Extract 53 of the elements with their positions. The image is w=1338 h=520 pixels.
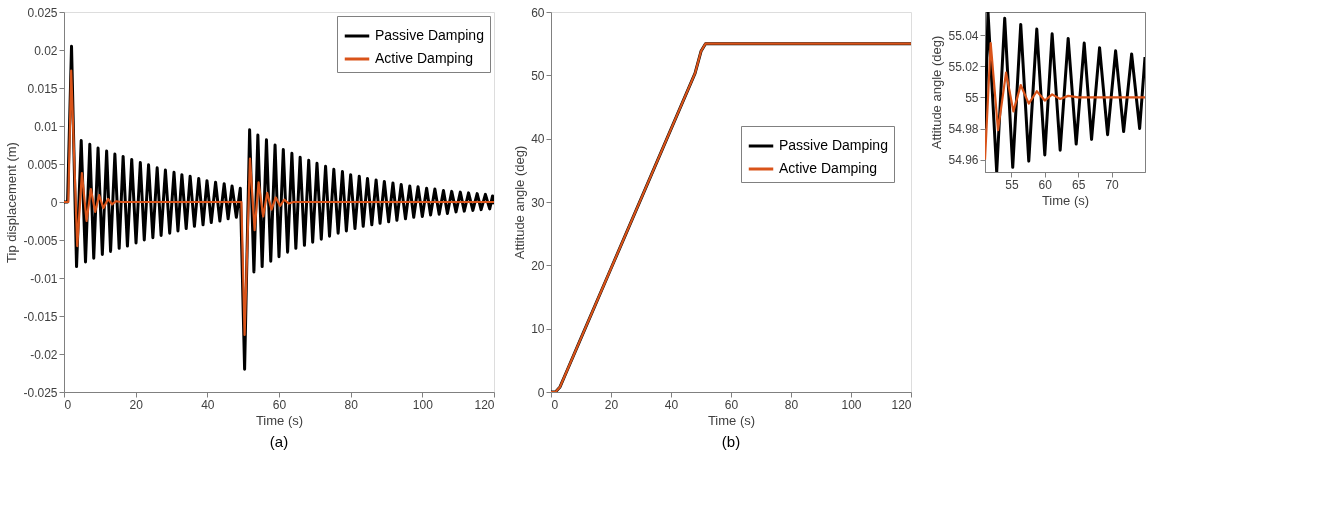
x-tick-label: 40 [664,397,679,412]
y-tick-label: -0.02 [30,347,58,362]
y-axis-title: Attitude angle (deg) [929,35,945,150]
x-tick-label: 120 [474,397,495,412]
legend-label: Passive Damping [375,27,484,43]
x-axis-title: Time (s) [255,412,304,428]
y-tick-label: 54.98 [948,122,979,136]
y-tick-label: 60 [531,5,545,20]
x-tick-label: 20 [604,397,619,412]
y-tick-label: 0.025 [27,5,58,20]
x-tick-label: 0 [551,397,559,412]
x-tick-label: 65 [1072,177,1086,192]
x-tick-label: 60 [272,397,287,412]
y-tick-label: 0.02 [34,43,58,58]
x-tick-label: 60 [1038,177,1053,192]
x-axis-title: Time (s) [707,412,756,428]
y-tick-label: -0.015 [23,309,58,324]
y-tick-label: 55.02 [948,59,979,74]
y-tick-label: 30 [531,195,545,210]
legend-label: Active Damping [779,160,878,176]
x-tick-label: 80 [784,397,799,412]
y-tick-label: 0 [537,385,545,400]
x-tick-label: 100 [412,397,434,412]
x-tick-label: 20 [129,397,144,412]
y-tick-label: -0.025 [23,385,58,400]
y-axis-title: Attitude angle (deg) [512,145,528,260]
y-tick-label: 20 [531,258,545,273]
x-tick-label: 60 [724,397,739,412]
x-tick-label: 40 [201,397,215,412]
text: (a) [269,433,289,450]
x-tick-label: 55 [1005,177,1019,192]
y-tick-label: 0.01 [34,119,58,134]
x-tick-label: 70 [1105,177,1120,192]
x-tick-label: 0 [64,397,72,412]
y-tick-label: 10 [531,322,545,337]
x-axis-title: Time (s) [1041,192,1090,208]
text: (b) [721,433,741,450]
y-axis-title: Tip displacement (m) [4,142,20,263]
y-tick-label: 50 [531,68,545,83]
y-tick-label: 55 [965,90,979,105]
legend-label: Active Damping [375,50,474,66]
x-tick-label: 120 [891,397,912,412]
y-tick-label: 40 [531,132,545,147]
y-tick-label: -0.01 [30,271,58,286]
y-tick-label: 54.96 [948,153,979,168]
y-tick-label: -0.005 [23,233,58,248]
y-tick-label: 0 [50,195,58,210]
y-tick-label: 0.015 [27,81,58,96]
legend-label: Passive Damping [779,137,888,153]
y-tick-label: 0.005 [27,157,58,172]
x-tick-label: 80 [344,397,359,412]
y-tick-label: 55.04 [948,28,979,43]
x-tick-label: 100 [841,397,862,412]
